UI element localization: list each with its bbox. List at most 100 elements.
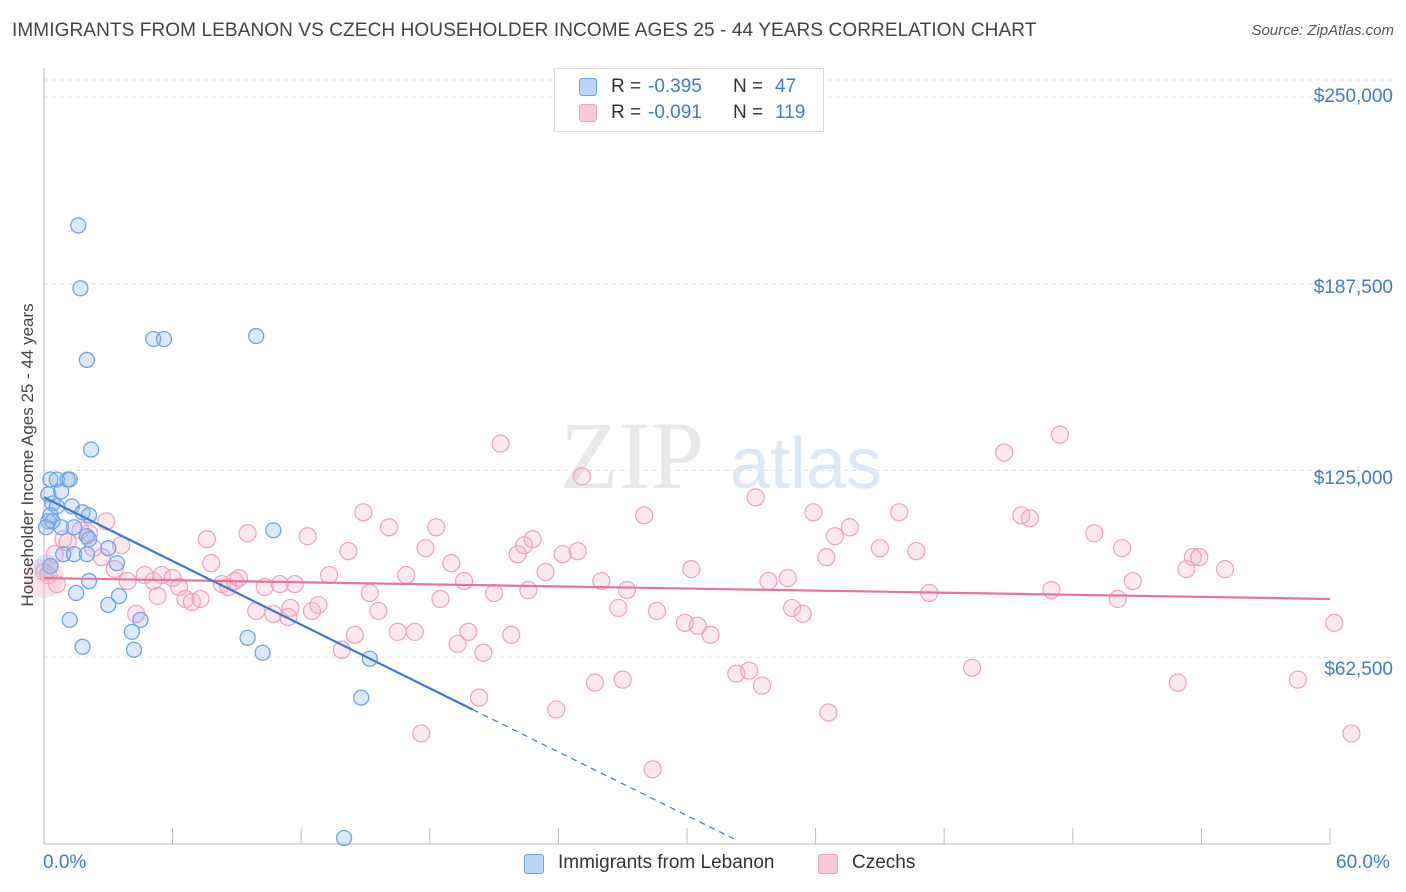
legend-n-value: 47 bbox=[775, 76, 797, 97]
czechs-point bbox=[1288, 670, 1307, 689]
czechs-point bbox=[405, 622, 424, 641]
y-tick-label: $62,500 bbox=[1324, 659, 1393, 680]
czechs-point bbox=[1042, 580, 1061, 600]
czechs-point bbox=[345, 625, 364, 644]
legend-swatch-blue bbox=[579, 78, 597, 96]
lebanon-point bbox=[254, 644, 271, 661]
czechs-point bbox=[682, 560, 701, 579]
lebanon-point bbox=[100, 540, 117, 557]
czechs-point bbox=[469, 688, 489, 707]
watermark: ZIP atlas bbox=[560, 402, 882, 509]
czechs-point bbox=[454, 571, 474, 591]
czechs-point bbox=[1085, 524, 1104, 543]
legend-r-label: R = bbox=[611, 102, 642, 123]
czechs-point bbox=[746, 488, 765, 507]
czechs-point bbox=[1183, 548, 1202, 567]
czechs-point bbox=[592, 571, 611, 591]
lebanon-point bbox=[68, 584, 85, 602]
lebanon-point bbox=[78, 546, 96, 563]
czechs-point bbox=[740, 661, 759, 680]
legend-n-label: N = bbox=[733, 102, 764, 123]
czechs-point bbox=[609, 598, 628, 618]
lebanon-point bbox=[65, 519, 83, 536]
chart-source: Source: ZipAtlas.com bbox=[1251, 22, 1394, 39]
lebanon-point bbox=[70, 217, 87, 234]
bottom-legend-swatch-pink bbox=[818, 854, 838, 874]
czechs-point bbox=[995, 443, 1014, 462]
czechs-point bbox=[613, 670, 632, 689]
lebanon-points bbox=[34, 217, 378, 847]
lebanon-point bbox=[100, 596, 117, 614]
czechs-point bbox=[474, 643, 493, 662]
czechs-point bbox=[701, 625, 720, 644]
czechs-point bbox=[515, 536, 534, 555]
lebanon-point bbox=[65, 546, 83, 563]
czechs-point bbox=[105, 560, 124, 579]
czechs-point bbox=[585, 673, 604, 692]
czechs-point bbox=[279, 607, 298, 627]
czechs-point bbox=[804, 503, 823, 522]
czechs-point bbox=[907, 542, 926, 561]
czechs-point bbox=[1123, 571, 1142, 591]
bottom-legend-label: Immigrants from Lebanon bbox=[558, 852, 775, 873]
legend-r-value: -0.091 bbox=[648, 102, 702, 123]
czechs-point bbox=[1020, 509, 1040, 528]
czechs-point bbox=[448, 634, 467, 653]
x-tick-label-max: 60.0% bbox=[1336, 852, 1390, 873]
czechs-point bbox=[635, 506, 654, 525]
czechs-point bbox=[360, 583, 379, 603]
czechs-point bbox=[1168, 673, 1187, 692]
czechs-trend-line bbox=[43, 576, 1331, 601]
chart-title: IMMIGRANTS FROM LEBANON VS CZECH HOUSEHO… bbox=[12, 20, 1037, 41]
czechs-point bbox=[840, 518, 859, 537]
czechs-point bbox=[1190, 548, 1209, 567]
czechs-point bbox=[1112, 539, 1132, 558]
y-tick-label: $250,000 bbox=[1313, 86, 1393, 107]
lebanon-trend-extension bbox=[472, 709, 735, 840]
czechs-point bbox=[568, 542, 587, 561]
lebanon-point bbox=[110, 587, 128, 605]
czechs-point bbox=[825, 527, 844, 546]
lebanon-point bbox=[44, 513, 61, 530]
lebanon-point bbox=[52, 483, 70, 500]
czechs-point bbox=[782, 598, 802, 618]
lebanon-point bbox=[353, 689, 370, 706]
x-tick-label-min: 0.0% bbox=[43, 852, 87, 873]
lebanon-point bbox=[42, 557, 59, 575]
lebanon-point bbox=[123, 623, 141, 641]
czechs-point bbox=[427, 518, 446, 537]
czechs-point bbox=[197, 530, 216, 549]
czechs-point bbox=[485, 583, 504, 603]
czechs-point bbox=[319, 565, 339, 585]
y-axis-label: Householder Income Ages 25 - 44 years bbox=[18, 303, 37, 607]
czechs-point bbox=[379, 518, 399, 537]
y-tick-label: $187,500 bbox=[1313, 277, 1393, 298]
czechs-point bbox=[502, 625, 521, 644]
czechs-point bbox=[688, 616, 707, 635]
czechs-point bbox=[148, 586, 167, 606]
czechs-point bbox=[1342, 724, 1361, 743]
czechs-point bbox=[163, 568, 182, 588]
lebanon-point bbox=[265, 522, 282, 539]
czechs-point bbox=[202, 554, 221, 573]
lebanon-point-cluster bbox=[34, 554, 59, 579]
czechs-point bbox=[617, 580, 637, 600]
legend-r-value: -0.395 bbox=[648, 76, 702, 97]
czechs-point bbox=[643, 760, 662, 779]
czechs-point bbox=[369, 601, 388, 621]
czechs-point bbox=[647, 601, 667, 621]
lebanon-point bbox=[155, 330, 173, 348]
lebanon-point bbox=[108, 554, 126, 572]
czechs-point bbox=[572, 467, 592, 486]
lebanon-point bbox=[37, 519, 55, 536]
lebanon-point bbox=[74, 638, 91, 655]
czechs-point bbox=[793, 604, 812, 624]
czechs-point bbox=[182, 592, 201, 612]
czechs-point bbox=[459, 622, 478, 641]
lebanon-point bbox=[83, 441, 100, 458]
czechs-point bbox=[817, 548, 836, 567]
watermark-atlas: atlas bbox=[730, 424, 882, 504]
czechs-point bbox=[553, 545, 572, 564]
czechs-point bbox=[508, 545, 527, 564]
